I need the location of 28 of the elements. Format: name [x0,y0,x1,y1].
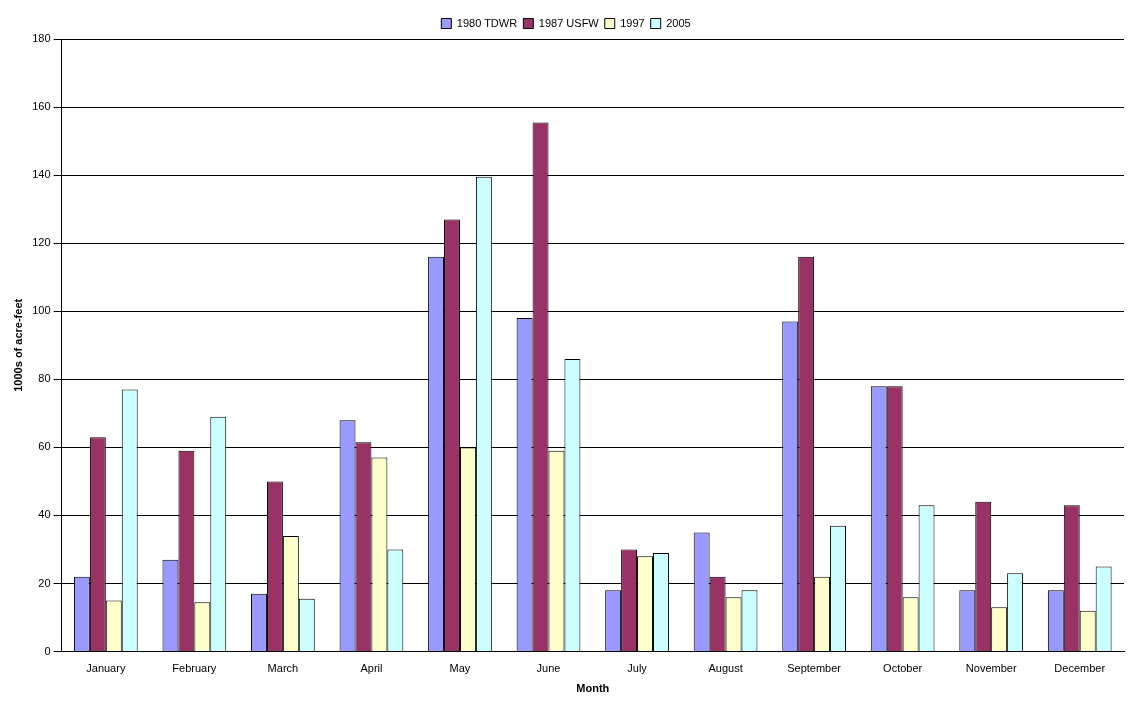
x-tick-label: August [708,662,743,675]
x-tick-label: September [787,662,842,675]
x-tick-label: July [627,662,648,675]
legend-label: 1980 TDWR [456,16,518,29]
x-tick-label: February [172,662,217,675]
x-tick-label: June [536,662,561,675]
legend-label: 1987 USFW [538,16,600,29]
x-tick-label: December [1054,662,1106,675]
y-tick-label: 20 [38,576,51,589]
y-tick-label: 60 [38,440,51,453]
y-tick-label: 0 [44,644,51,657]
y-tick-label: 120 [32,236,51,249]
x-tick-label: October [883,662,923,675]
y-tick-label: 100 [32,304,51,317]
y-axis-title: 1000s of acre-feet [11,298,24,392]
y-tick-label: 180 [32,32,51,45]
y-tick-label: 160 [32,100,51,113]
y-tick-label: 140 [32,168,51,181]
legend-label: 1997 [620,16,645,29]
y-tick-label: 40 [38,508,51,521]
x-tick-label: March [267,662,299,675]
x-tick-label: November [965,662,1017,675]
x-tick-label: May [449,662,471,675]
x-tick-label: January [86,662,126,675]
x-tick-label: April [360,662,383,675]
x-axis-title: Month [576,682,610,695]
y-tick-label: 80 [38,372,51,385]
legend-label: 2005 [666,16,691,29]
